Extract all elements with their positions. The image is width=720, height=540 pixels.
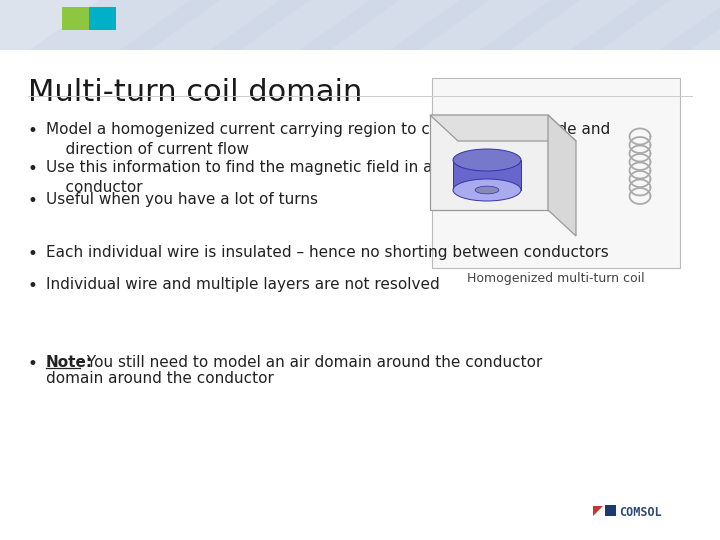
- Text: Model a homogenized current carrying region to compute magnitude and
    directi: Model a homogenized current carrying reg…: [46, 122, 611, 157]
- Text: Each individual wire is insulated – hence no shorting between conductors: Each individual wire is insulated – henc…: [46, 245, 608, 260]
- Polygon shape: [480, 0, 670, 50]
- Polygon shape: [660, 0, 720, 50]
- Text: Useful when you have a lot of turns: Useful when you have a lot of turns: [46, 192, 318, 207]
- Text: Individual wire and multiple layers are not resolved: Individual wire and multiple layers are …: [46, 277, 440, 292]
- Polygon shape: [300, 0, 490, 50]
- Bar: [0, 0, 720, 50]
- Polygon shape: [430, 115, 576, 141]
- Polygon shape: [570, 0, 720, 50]
- Text: COMSOL: COMSOL: [619, 506, 662, 519]
- Text: You still need to model an air domain around the conductor: You still need to model an air domain ar…: [82, 355, 542, 370]
- Text: Multi-turn coil domain: Multi-turn coil domain: [28, 78, 362, 107]
- Polygon shape: [593, 506, 603, 516]
- Text: •: •: [28, 245, 38, 263]
- Text: •: •: [28, 277, 38, 295]
- Polygon shape: [430, 115, 548, 210]
- Polygon shape: [390, 0, 580, 50]
- Bar: [89, 7, 116, 30]
- Polygon shape: [548, 115, 576, 236]
- Bar: [453, 160, 521, 190]
- Polygon shape: [120, 0, 310, 50]
- Bar: [62, 7, 89, 30]
- Text: •: •: [28, 192, 38, 210]
- Ellipse shape: [475, 186, 499, 194]
- Text: domain around the conductor: domain around the conductor: [46, 371, 274, 386]
- Text: Homogenized multi-turn coil: Homogenized multi-turn coil: [467, 272, 645, 285]
- Polygon shape: [210, 0, 400, 50]
- Ellipse shape: [453, 149, 521, 171]
- Text: Use this information to find the magnetic field in and around the
    conductor: Use this information to find the magneti…: [46, 160, 541, 195]
- Text: Note:: Note:: [46, 355, 93, 370]
- Bar: [432, 78, 680, 268]
- Bar: [605, 505, 616, 516]
- Text: •: •: [28, 160, 38, 178]
- Text: •: •: [28, 122, 38, 140]
- Ellipse shape: [453, 179, 521, 201]
- Text: •: •: [28, 355, 38, 373]
- Polygon shape: [30, 0, 220, 50]
